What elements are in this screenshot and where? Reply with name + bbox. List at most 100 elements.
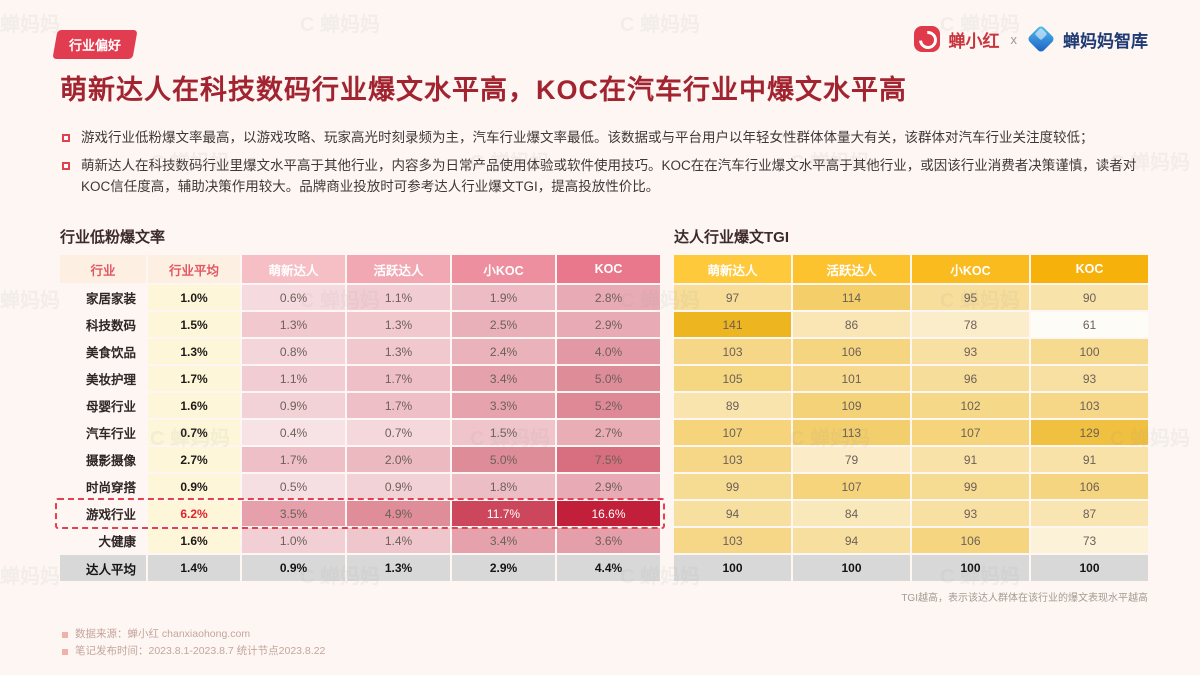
left-table-block: 行业低粉爆文率 行业 行业平均 萌新达人 活跃达人 小KOC KOC 家居家装 1.0% 0.6… [55,226,665,604]
right-table-title: 达人行业爆文TGI [674,229,789,246]
tgi-cell: 91 [912,447,1029,472]
rate-cell: 2.4% [452,339,555,364]
tgi-cell: 78 [912,312,1029,337]
bullet-item: 游戏行业低粉爆文率最高，以游戏攻略、玩家高光时刻录频为主，汽车行业爆文率最低。该… [62,128,1148,148]
tgi-cell: 114 [793,285,910,310]
tgi-cell: 103 [1031,393,1148,418]
tgi-cell: 93 [912,501,1029,526]
rate-cell: 0.9% [242,393,345,418]
rate-cell: 2.9% [557,474,660,499]
rate-cell: 2.0% [347,447,450,472]
publish-time-line: 笔记发布时间：2023.8.1-2023.8.7 统计节点2023.8.22 [62,643,325,660]
rate-cell: 1.3% [347,555,450,581]
tgi-cell: 102 [912,393,1029,418]
right-table-header-cell: 活跃达人 [793,255,910,283]
footer-square-icon [62,648,68,655]
watermark: C 蝉妈妈 [0,566,60,588]
bullet-text: 萌新达人在科技数码行业里爆文水平高于其他行业，内容多为日常产品使用体验或软件使用… [81,158,1137,194]
bullet-square-icon [62,162,70,171]
right-table: 萌新达人 活跃达人 小KOC KOC 97 114 95 90 141 86 78 61 103 106 9… [674,255,1148,581]
tgi-cell: 100 [1031,555,1148,581]
data-source-text: 数据来源：蝉小红 chanxiaohong.com [75,628,251,640]
tgi-cell: 107 [912,420,1029,445]
industry-average-cell: 1.4% [148,555,240,581]
rate-cell: 1.3% [347,312,450,337]
tgi-cell: 107 [674,420,791,445]
rate-cell: 0.6% [242,285,345,310]
rate-cell: 0.9% [347,474,450,499]
rate-cell: 1.7% [347,393,450,418]
tgi-cell: 100 [1031,339,1148,364]
rate-cell: 0.8% [242,339,345,364]
rate-cell: 4.9% [347,501,450,526]
rate-cell: 0.4% [242,420,345,445]
tgi-cell: 84 [793,501,910,526]
watermark: C 蝉妈妈 [300,14,380,36]
tgi-heatmap: 萌新达人 活跃达人 小KOC KOC 97 114 95 90 141 86 78 61 103 106 9… [674,255,1148,581]
right-table-block: 达人行业爆文TGI 萌新达人 活跃达人 小KOC KOC 97 114 95 90 141 86 7… [674,226,1148,604]
summary-bullets: 游戏行业低粉爆文率最高，以游戏攻略、玩家高光时刻录频为主，汽车行业爆文率最低。该… [62,128,1148,205]
tgi-cell: 100 [912,555,1029,581]
tgi-cell: 61 [1031,312,1148,337]
rate-cell: 1.3% [347,339,450,364]
industry-average-cell: 1.5% [148,312,240,337]
left-table-header-cell: 小KOC [452,255,555,283]
brand-separator: x [1010,31,1018,47]
industry-rate-heatmap: 行业 行业平均 萌新达人 活跃达人 小KOC KOC 家居家装 1.0% 0.6% 1.1% 1.9… [60,255,660,581]
tgi-cell: 86 [793,312,910,337]
rate-cell: 3.3% [452,393,555,418]
right-table-header-cell: KOC [1031,255,1148,283]
tgi-note: TGI越高，表示该达人群体在该行业的爆文表现水平越高 [901,593,1148,604]
rate-cell: 5.0% [452,447,555,472]
industry-average-cell: 1.3% [148,339,240,364]
tgi-cell: 94 [674,501,791,526]
page-title: 萌新达人在科技数码行业爆文水平高，KOC在汽车行业中爆文水平高 [60,75,907,105]
tgi-cell: 93 [1031,366,1148,391]
industry-average-cell: 1.7% [148,366,240,391]
rate-cell: 1.9% [452,285,555,310]
chanxiaohong-logo-icon [913,26,940,52]
tgi-cell: 101 [793,366,910,391]
publish-time-text: 笔记发布时间：2023.8.1-2023.8.7 统计节点2023.8.22 [75,645,326,657]
industry-cell: 游戏行业 [85,508,136,522]
rate-cell: 5.0% [557,366,660,391]
industry-average-cell: 1.6% [148,528,240,553]
chanmama-logo-icon [1026,24,1056,54]
footer-notes: 数据来源：蝉小红 chanxiaohong.com 笔记发布时间：2023.8.… [62,626,325,660]
rate-cell: 5.2% [557,393,660,418]
tgi-cell: 141 [674,312,791,337]
right-table-header-cell: 萌新达人 [674,255,791,283]
tgi-cell: 103 [674,528,791,553]
rate-cell: 1.5% [452,420,555,445]
tgi-cell: 106 [912,528,1029,553]
tgi-cell: 100 [793,555,910,581]
left-table-header-cell: KOC [557,255,660,283]
tgi-cell: 96 [912,366,1029,391]
tgi-cell: 87 [1031,501,1148,526]
tgi-cell: 97 [674,285,791,310]
rate-cell: 1.8% [452,474,555,499]
tgi-cell: 90 [1031,285,1148,310]
tgi-cell: 93 [912,339,1029,364]
bullet-text: 游戏行业低粉爆文率最高，以游戏攻略、玩家高光时刻录频为主，汽车行业爆文率最低。该… [81,130,1094,145]
tgi-cell: 109 [793,393,910,418]
tgi-cell: 99 [912,474,1029,499]
industry-average-cell: 0.7% [148,420,240,445]
left-table-header-cell: 萌新达人 [242,255,345,283]
industry-cell: 达人平均 [60,555,146,581]
rate-cell: 3.5% [242,501,345,526]
right-table-header-cell: 小KOC [912,255,1029,283]
rate-cell: 0.9% [242,555,345,581]
industry-average-cell: 1.6% [148,393,240,418]
tgi-cell: 94 [793,528,910,553]
tgi-cell: 100 [674,555,791,581]
industry-average-cell: 1.0% [148,285,240,310]
industry-cell: 汽车行业 [85,427,136,441]
rate-cell: 2.9% [557,312,660,337]
rate-cell: 1.1% [242,366,345,391]
industry-cell: 家居家装 [85,292,136,306]
watermark: C 蝉妈妈 [620,14,700,36]
watermark: C 蝉妈妈 [0,14,60,36]
industry-cell: 母婴行业 [85,400,136,414]
